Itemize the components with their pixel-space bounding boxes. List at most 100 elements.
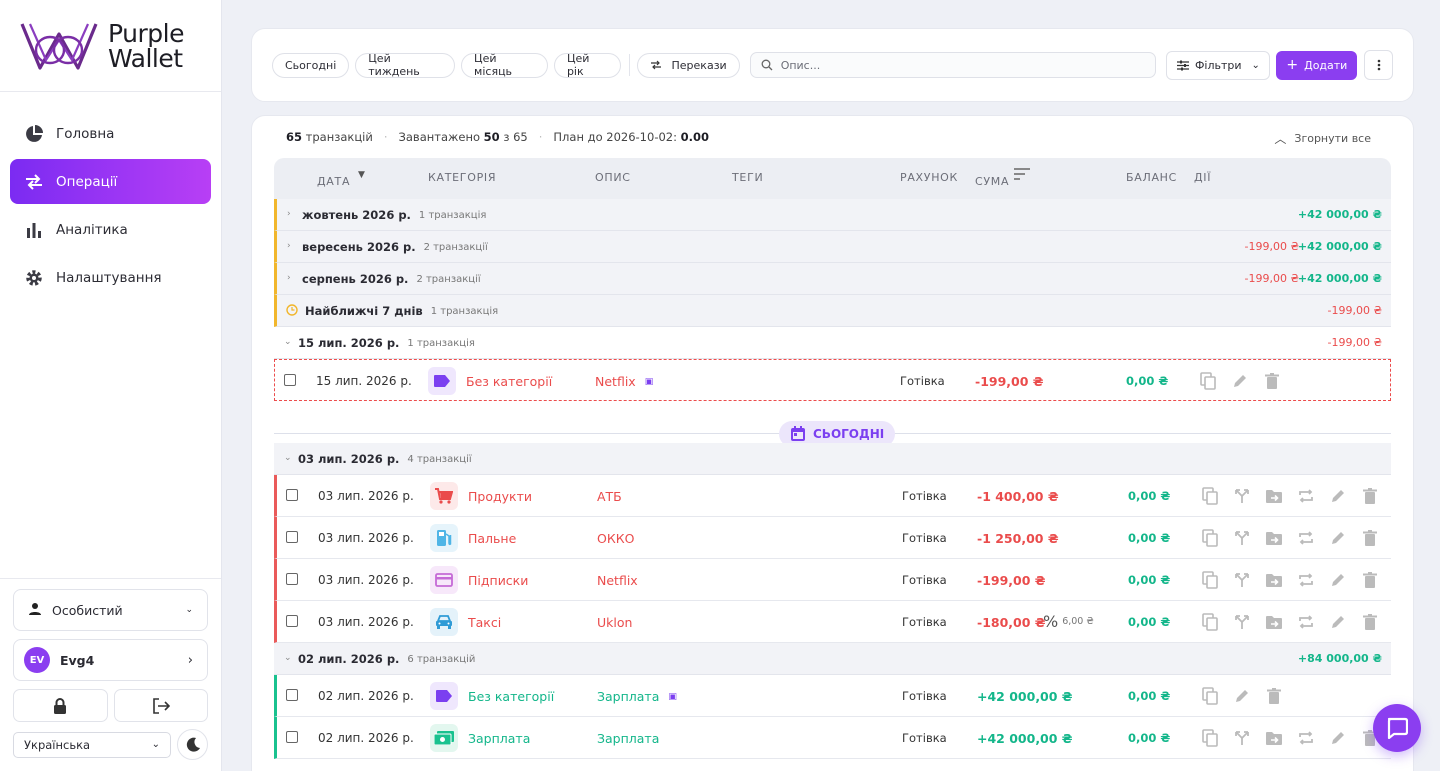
repeat-icon[interactable] xyxy=(1296,486,1316,506)
lock-button[interactable] xyxy=(13,689,108,722)
transfers-label: Перекази xyxy=(671,58,727,72)
chevron-right-icon: › xyxy=(187,652,193,668)
planned-transaction-row[interactable]: 15 лип. 2026 р. Без категорії Netflix ▣ Г… xyxy=(274,359,1391,401)
chip-this-month[interactable]: Цей місяць xyxy=(461,52,548,78)
copy-icon[interactable] xyxy=(1200,728,1220,748)
delete-icon[interactable] xyxy=(1360,486,1380,506)
chip-today[interactable]: Сьогодні xyxy=(272,52,350,78)
copy-icon[interactable] xyxy=(1198,371,1218,391)
repeat-icon[interactable] xyxy=(1296,528,1316,548)
delete-icon[interactable] xyxy=(1360,612,1380,632)
day-group-row[interactable]: ⌄ 02 лип. 2026 р. 6 транзакцій +84 000,00… xyxy=(274,643,1391,675)
copy-icon[interactable] xyxy=(1200,612,1220,632)
month-group-row[interactable]: › серпень 2026 р. 2 транзакції -199,00 ₴ … xyxy=(274,263,1391,295)
nav-item-settings[interactable]: Налаштування xyxy=(10,255,211,300)
edit-icon[interactable] xyxy=(1328,570,1348,590)
row-checkbox[interactable] xyxy=(286,731,298,743)
copy-icon[interactable] xyxy=(1200,570,1220,590)
logo[interactable]: Purple Wallet xyxy=(0,0,221,92)
tx-balance: 0,00 ₴ xyxy=(1128,573,1171,587)
nav-item-analytics[interactable]: Аналітика xyxy=(10,207,211,252)
theme-toggle[interactable] xyxy=(177,729,208,760)
profile-selector[interactable]: Особистий ⌄ xyxy=(13,589,208,631)
col-sum[interactable]: Сума xyxy=(975,175,1009,188)
tx-sum: -1 400,00 ₴ xyxy=(977,489,1059,504)
filters-button[interactable]: Фільтри ⌄ xyxy=(1166,50,1271,80)
chip-this-year[interactable]: Цей рік xyxy=(553,52,621,78)
row-checkbox[interactable] xyxy=(286,531,298,543)
row-checkbox[interactable] xyxy=(286,615,298,627)
edit-icon[interactable] xyxy=(1230,371,1250,391)
upcoming-7-days-row[interactable]: Найближчі 7 днів 1 транзакція -199,00 ₴ xyxy=(274,295,1391,327)
move-folder-icon[interactable] xyxy=(1264,528,1284,548)
more-menu-button[interactable] xyxy=(1364,50,1393,80)
delete-icon[interactable] xyxy=(1360,728,1380,748)
row-checkbox[interactable] xyxy=(284,374,296,386)
group-count: 1 транзакція xyxy=(430,305,499,317)
split-icon[interactable] xyxy=(1232,528,1252,548)
split-icon[interactable] xyxy=(1232,570,1252,590)
move-folder-icon[interactable] xyxy=(1264,486,1284,506)
row-checkbox[interactable] xyxy=(286,573,298,585)
edit-icon[interactable] xyxy=(1328,486,1348,506)
edit-icon[interactable] xyxy=(1328,612,1348,632)
col-date[interactable]: Дата ▼ xyxy=(317,170,365,188)
transaction-row[interactable]: 03 лип. 2026 р. Підписки Netflix Готівка… xyxy=(274,559,1391,601)
split-icon[interactable] xyxy=(1232,728,1252,748)
transaction-row[interactable]: 03 лип. 2026 р. Таксі Uklon Готівка -180… xyxy=(274,601,1391,643)
transaction-row[interactable]: 03 лип. 2026 р. Продукти АТБ Готівка -1 … xyxy=(274,475,1391,517)
repeat-icon[interactable] xyxy=(1296,612,1316,632)
chip-this-week[interactable]: Цей тиждень xyxy=(355,52,456,78)
transaction-row[interactable]: 02 лип. 2026 р. Без категорії Зарплата ▣ … xyxy=(274,675,1391,717)
copy-icon[interactable] xyxy=(1200,486,1220,506)
delete-icon[interactable] xyxy=(1360,528,1380,548)
repeat-icon[interactable] xyxy=(1296,570,1316,590)
nav-item-operations[interactable]: Операції xyxy=(10,159,211,204)
delete-icon[interactable] xyxy=(1264,686,1284,706)
day-group-row[interactable]: ⌄ 03 лип. 2026 р. 4 транзакції xyxy=(274,443,1391,475)
col-tags[interactable]: Теги xyxy=(732,171,764,184)
row-checkbox[interactable] xyxy=(286,689,298,701)
col-account[interactable]: Рахунок xyxy=(900,171,959,184)
repeat-icon[interactable] xyxy=(1296,728,1316,748)
nav-item-home[interactable]: Головна xyxy=(10,111,211,156)
split-icon[interactable] xyxy=(1232,486,1252,506)
main-nav: Головна Операції Аналітика Налаштування xyxy=(0,92,221,300)
user-menu[interactable]: EV Evg4 › xyxy=(13,639,208,681)
language-select[interactable]: Українська ⌄ xyxy=(13,731,171,758)
month-group-row[interactable]: › жовтень 2026 р. 1 транзакція +42 000,00… xyxy=(274,199,1391,231)
split-icon[interactable] xyxy=(1232,612,1252,632)
tx-description: Uklon xyxy=(597,615,633,630)
collapse-all-label: Згорнути все xyxy=(1294,132,1371,145)
chat-button[interactable] xyxy=(1373,704,1421,752)
tx-description: АТБ xyxy=(597,489,622,504)
month-group-row[interactable]: › вересень 2026 р. 2 транзакції -199,00 ₴… xyxy=(274,231,1391,263)
logout-button[interactable] xyxy=(113,689,208,722)
search-input[interactable] xyxy=(780,58,1146,72)
copy-icon[interactable] xyxy=(1200,528,1220,548)
transaction-row[interactable]: 02 лип. 2026 р. Зарплата Зарплата Готівк… xyxy=(274,717,1391,759)
chevron-up-icon: ︿ xyxy=(1274,132,1287,146)
day-group-row[interactable]: ⌄ 15 лип. 2026 р. 1 транзакція -199,00 ₴ xyxy=(274,327,1391,359)
transaction-row[interactable]: 03 лип. 2026 р. Пальне ОККО Готівка -1 2… xyxy=(274,517,1391,559)
edit-icon[interactable] xyxy=(1328,728,1348,748)
row-checkbox[interactable] xyxy=(286,489,298,501)
tx-category: Підписки xyxy=(468,573,529,588)
collapse-all-button[interactable]: ︿ Згорнути все xyxy=(1274,130,1371,147)
delete-icon[interactable] xyxy=(1360,570,1380,590)
col-description[interactable]: Опис xyxy=(595,171,631,184)
move-folder-icon[interactable] xyxy=(1264,728,1284,748)
col-balance[interactable]: Баланс xyxy=(1126,171,1178,184)
edit-icon[interactable] xyxy=(1328,528,1348,548)
col-sum-label: Сума xyxy=(975,175,1010,188)
group-label: 02 лип. 2026 р. xyxy=(298,652,400,666)
copy-icon[interactable] xyxy=(1200,686,1220,706)
transfers-toggle[interactable]: Перекази xyxy=(636,52,740,78)
move-folder-icon[interactable] xyxy=(1264,612,1284,632)
delete-icon[interactable] xyxy=(1262,371,1282,391)
edit-icon[interactable] xyxy=(1232,686,1252,706)
purple-wallet-logo-icon xyxy=(20,22,98,70)
col-category[interactable]: Категорія xyxy=(428,171,497,184)
move-folder-icon[interactable] xyxy=(1264,570,1284,590)
add-button[interactable]: + Додати xyxy=(1276,50,1358,80)
